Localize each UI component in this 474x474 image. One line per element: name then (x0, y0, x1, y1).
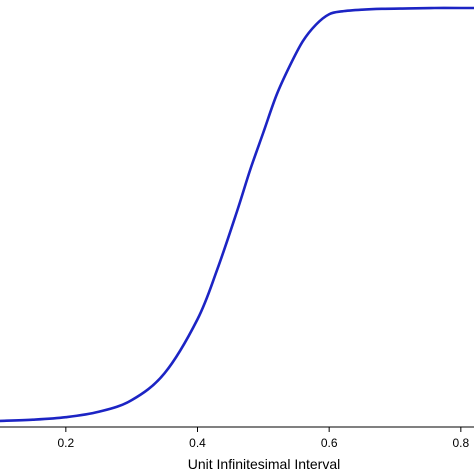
plot-area (0, 6, 474, 423)
x-tick-label: 0.8 (452, 436, 469, 450)
x-axis: 0.2 0.4 0.6 0.8 (0, 426, 474, 450)
x-tick-label: 0.4 (189, 436, 206, 450)
series-line-0 (0, 6, 474, 423)
x-tick-label: 0.6 (321, 436, 338, 450)
x-axis-title: Unit Infinitesimal Interval (188, 456, 341, 472)
x-tick-label: 0.2 (57, 436, 74, 450)
